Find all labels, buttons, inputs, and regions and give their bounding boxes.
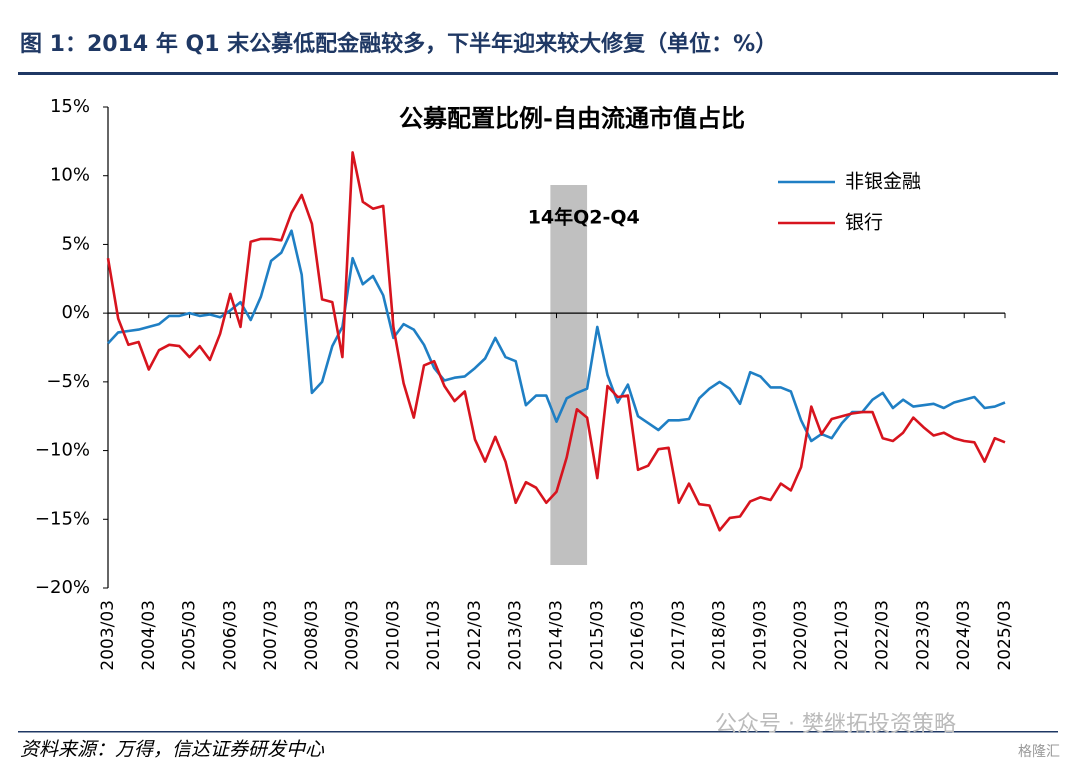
plot: 14年Q2-Q4 −20% −15% −10% −5% 0% 5% 10% 15% 2003/03… [35,96,1015,671]
x-tick-label: 2021/03 [832,600,852,671]
header-rule [18,72,1058,75]
logo: 格隆汇 [1018,744,1060,760]
x-tick-label: 2006/03 [220,600,240,671]
x-tick-label: 2024/03 [954,600,974,671]
y-tick-label: −10% [35,440,90,461]
chart-title: 公募配置比例-自由流通市值占比 [399,104,745,133]
x-tick-label: 2010/03 [383,600,403,671]
x-tick-label: 2007/03 [261,600,281,671]
x-tick-label: 2009/03 [343,600,363,671]
y-tick-label: 0% [61,302,90,323]
x-tick-label: 2005/03 [180,600,200,671]
series-line [106,151,1006,532]
x-tick-label: 2014/03 [547,600,567,671]
x-tick-label: 2023/03 [913,600,933,671]
y-tick-label: −20% [35,577,90,598]
y-tick-label: −15% [35,508,90,529]
x-tick-label: 2019/03 [750,600,770,671]
legend-label: 非银金融 [845,171,921,193]
watermark: 公众号 · 樊继拓投资策略 [715,712,956,737]
x-tick-label: 2016/03 [628,600,648,671]
y-tick-label: −5% [46,371,90,392]
x-tick-label: 2013/03 [506,600,526,671]
y-tick-label: 5% [61,233,90,254]
x-tick-label: 2003/03 [98,600,118,671]
footer-rule [18,731,1058,733]
legend-label: 银行 [845,212,883,234]
figure-title: 图 1：2014 年 Q1 末公募低配金融较多，下半年迎来较大修复（单位：%） [20,31,777,57]
x-tick-label: 2025/03 [995,600,1015,671]
x-tick-label: 2015/03 [587,600,607,671]
x-tick-label: 2004/03 [139,600,159,671]
x-tick-label: 2011/03 [424,600,444,671]
x-tick-label: 2012/03 [465,600,485,671]
annotation: 14年Q2-Q4 [528,206,640,229]
source: 资料来源：万得，信达证券研发中心 [20,739,325,761]
x-tick-label: 2017/03 [669,600,689,671]
y-tick-label: 15% [50,96,90,117]
x-tick-label: 2008/03 [302,600,322,671]
x-tick-label: 2022/03 [873,600,893,671]
y-tick-label: 10% [50,165,90,186]
highlight-band [550,185,588,565]
x-tick-label: 2018/03 [710,600,730,671]
x-tick-label: 2020/03 [791,600,811,671]
